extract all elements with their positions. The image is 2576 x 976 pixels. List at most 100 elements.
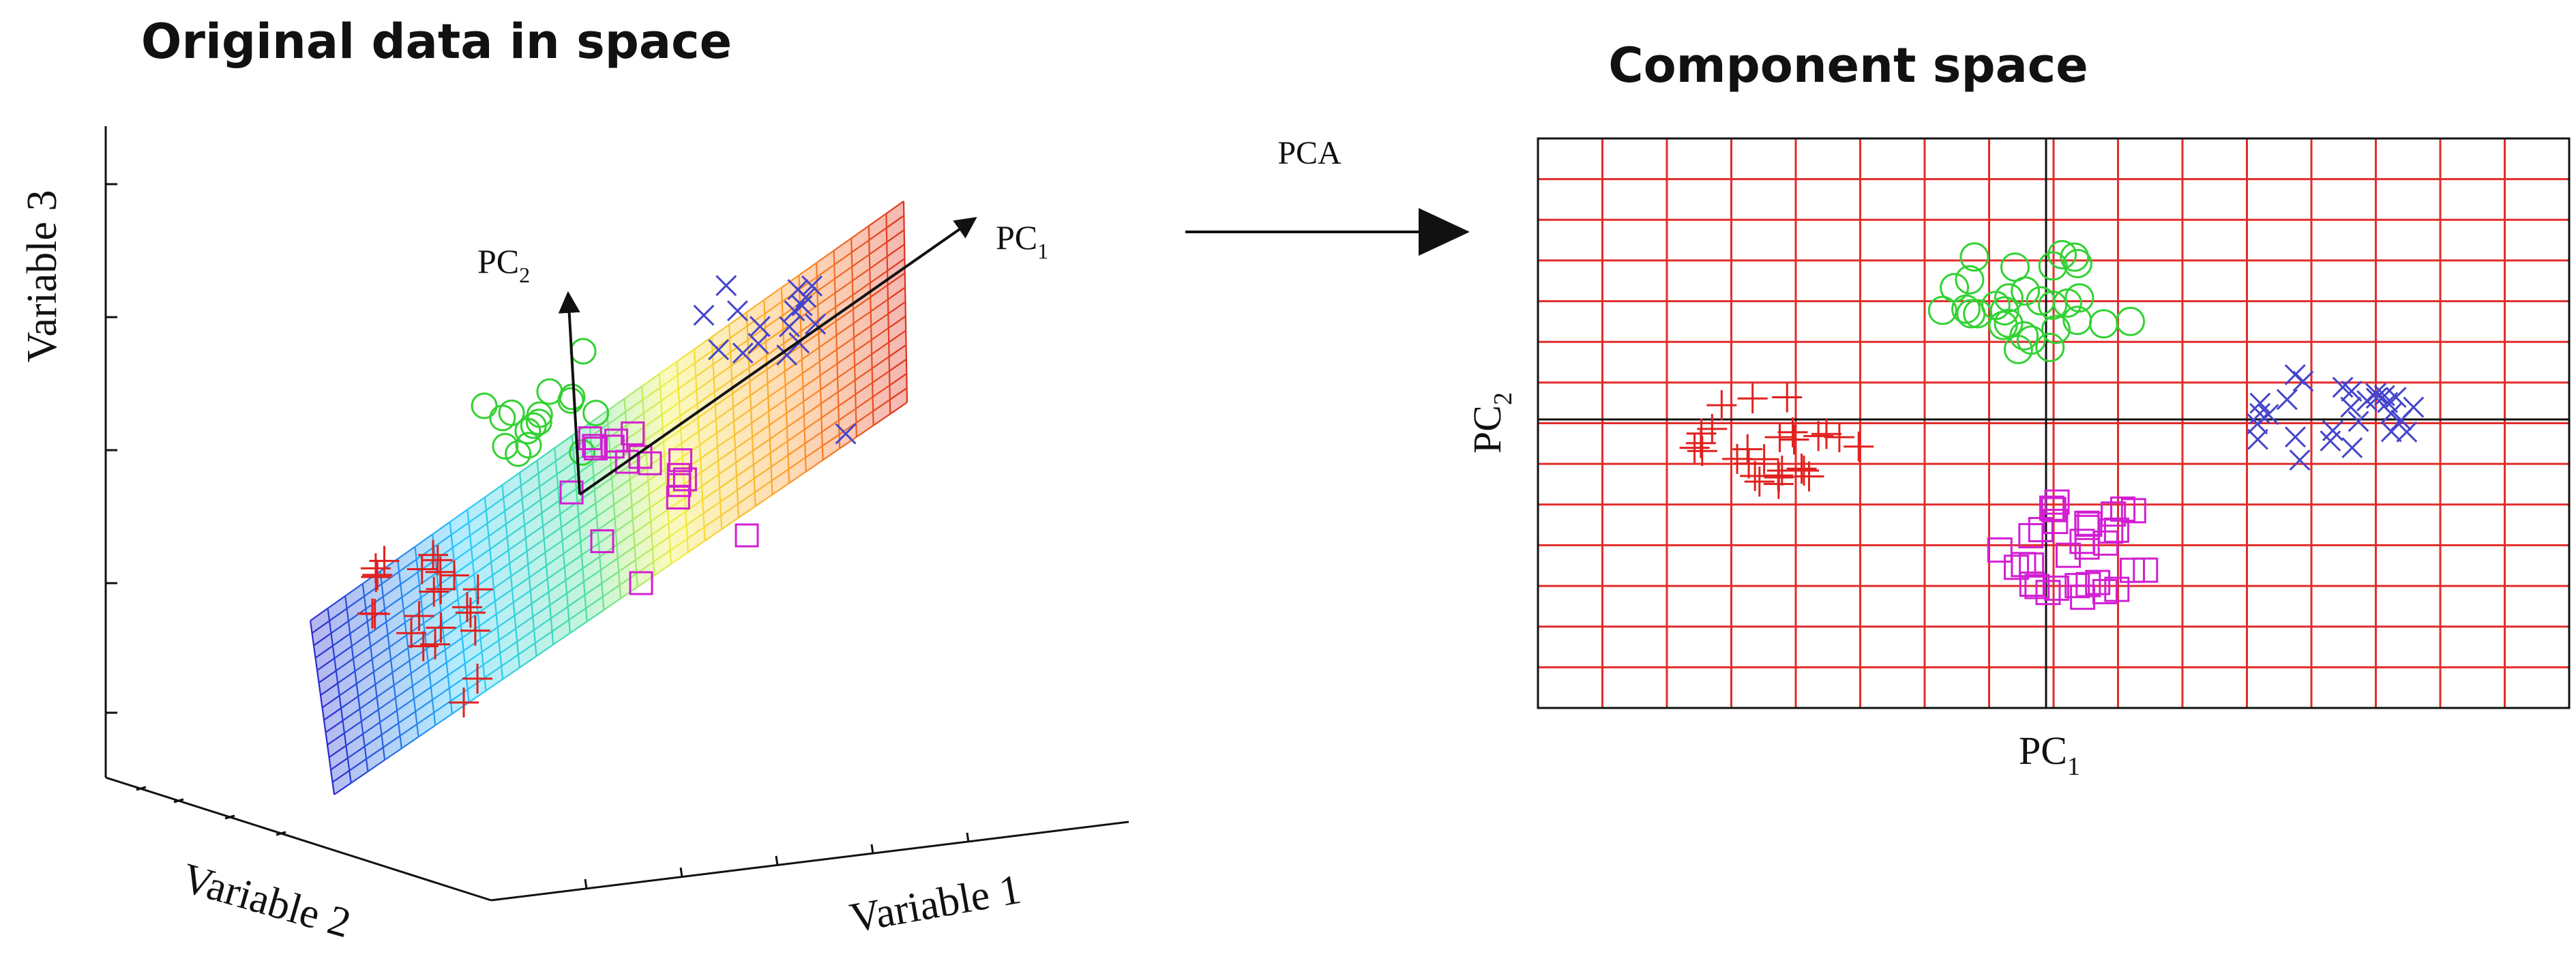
data-point-square [2044,489,2070,515]
plane-mesh-line [521,486,540,500]
plane-mesh-line [713,365,732,379]
plane-mesh-line [586,609,604,623]
data-point-x [693,304,715,326]
plane-mesh-line [750,383,769,396]
plane-mesh-line [720,503,739,516]
plane-mesh-line [868,213,887,227]
plane-mesh-line [642,387,661,401]
plane-mesh-line [746,313,765,327]
plane-mesh-line [631,493,650,507]
plane-mesh-line [801,346,820,360]
plane-mesh-line [685,499,703,512]
plane-mesh-line [644,414,663,428]
data-point-circle [582,400,610,427]
plane-mesh-line [387,621,406,636]
plane-mesh-line [669,524,687,537]
plane-mesh-line [494,589,513,602]
axis-label-pc1: PC1 [2019,728,2080,781]
data-point-x [2365,387,2387,409]
plane-mesh-line [593,464,612,477]
plane-mesh-line [385,609,404,623]
plane-mesh-line [479,626,499,640]
plane-mesh-line [542,513,561,527]
data-point-circle [1963,299,1993,329]
plane-mesh-line [685,512,704,526]
plane-mesh-line [889,387,908,400]
data-point-circle [2060,242,2090,272]
plane-mesh-line [332,633,351,647]
plane-mesh-line [596,504,615,518]
plane-mesh-line [416,711,434,725]
data-point-circle [492,432,519,460]
plane-mesh-line [390,647,409,661]
pca-transform: PCA [1185,135,1470,256]
plane-mesh-line [788,456,806,470]
plane-mesh-line [469,690,486,703]
plane-mesh-line [527,552,546,565]
plane-mesh-line [635,548,653,561]
plane-mesh-line [816,278,835,292]
plane-mesh-line [767,385,786,398]
right-panel: Component space PC1 PC2 [1465,38,2571,781]
plane-mesh-line [728,311,747,325]
plane-mesh-line [515,616,533,630]
plane-mesh-line [547,566,565,580]
plane-mesh-line [718,462,737,475]
data-point-x [2247,428,2268,450]
plane-mesh-line [839,436,857,449]
plane-mesh-line [771,454,789,468]
data-point-x [2340,396,2362,418]
axis-ticks [106,183,970,889]
data-point-x [708,339,730,361]
data-point-x [2257,404,2279,426]
data-point-square [2104,576,2130,602]
plane-mesh-line [498,627,516,641]
data-point-square [2035,580,2061,606]
plane-mesh-line [803,403,822,417]
plane-mesh-line [888,329,906,343]
data-point-plus [419,576,449,607]
plane-mesh-line [535,644,554,657]
right-arrow-icon [1419,208,1470,256]
data-point-square [2019,571,2045,597]
data-point-x [726,300,748,322]
plane-mesh-line [565,567,583,581]
plane-mesh-line [441,611,460,625]
plane-mesh-line [398,559,417,573]
data-point-plus [1844,431,1874,462]
plane-mesh-line [370,634,389,647]
plane-mesh-line [852,282,871,296]
plane-mesh-line [531,591,550,605]
plane-mesh-line [454,548,472,561]
plane-mesh-line [449,509,468,523]
plane-mesh-line [870,270,888,284]
data-point-square [584,437,608,461]
plane-mesh-line [520,473,539,487]
plane-mesh-line [670,537,688,551]
plane-mesh-line [784,359,803,372]
right-panel-title: Component space [1608,38,2088,93]
plane-mesh-line [423,610,442,624]
plane-mesh-line [855,382,873,396]
data-point-plus [462,574,493,605]
plane-mesh-line [469,522,488,537]
x-tick [966,832,970,843]
data-point-x [787,279,809,301]
plane-mesh-line [836,351,855,365]
plane-mesh-line [501,472,520,486]
plane-mesh-line [501,653,519,667]
plane-mesh-line [509,550,528,564]
plane-mesh-line [700,460,719,473]
plane-mesh-line [746,299,765,313]
plane-mesh-line [537,447,555,461]
plane-mesh-line [699,432,717,446]
plane-mesh-line [546,552,564,567]
data-point-plus [426,612,456,643]
plane-mesh-line [679,403,698,417]
plane-mesh-line [513,590,531,604]
data-point-x [2284,426,2306,448]
data-point-circle [2062,248,2092,278]
plane-mesh-line [632,507,651,520]
plane-mesh-line [504,498,523,512]
plane-mesh-line [364,734,383,748]
